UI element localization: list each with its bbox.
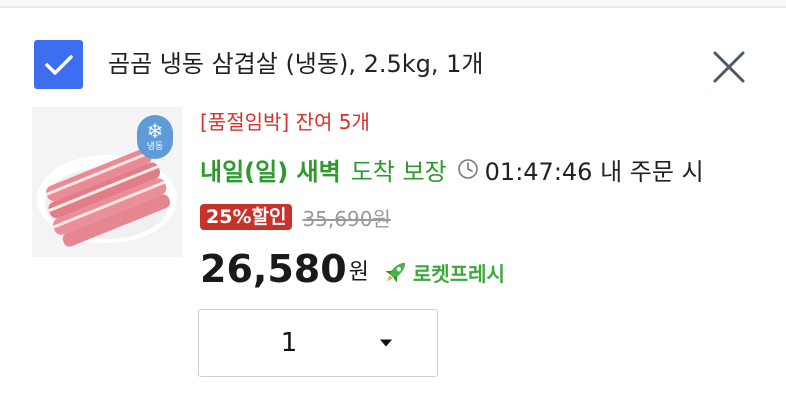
order-cutoff-time: 01:47:46 내 주문 시 xyxy=(484,157,704,186)
caret-down-icon xyxy=(379,339,393,347)
product-thumbnail[interactable]: ❄ 냉동 xyxy=(32,107,182,257)
check-icon xyxy=(44,54,73,75)
rocket-fresh-badge: 로켓프레시 xyxy=(381,252,505,292)
original-price: 35,690원 xyxy=(302,206,391,231)
rocket-fresh-label: 로켓프레시 xyxy=(412,261,505,286)
item-select-checkbox[interactable] xyxy=(34,40,83,89)
discount-row: 25%할인 35,690원 xyxy=(200,202,391,232)
delivery-day: 내일(일) 새벽 xyxy=(200,157,341,186)
snowflake-icon: ❄ xyxy=(146,119,164,143)
rocket-icon xyxy=(381,257,411,287)
product-title[interactable]: 곰곰 냉동 삼겹살 (냉동), 2.5kg, 1개 xyxy=(108,50,484,78)
remove-item-button[interactable] xyxy=(706,44,752,90)
top-divider xyxy=(0,0,786,8)
delivery-guarantee: 도착 보장 xyxy=(350,157,447,186)
quantity-select[interactable]: 1 xyxy=(198,309,438,377)
quantity-value: 1 xyxy=(280,328,298,358)
clock-icon xyxy=(457,158,479,180)
frozen-badge-label: 냉동 xyxy=(146,142,164,152)
close-icon xyxy=(713,51,745,83)
sale-price: 26,580 xyxy=(200,247,347,291)
delivery-info: 내일(일) 새벽 도착 보장 01:47:46 내 주문 시 xyxy=(200,152,704,186)
frozen-badge: ❄ 냉동 xyxy=(137,115,173,159)
discount-badge: 25%할인 xyxy=(200,204,293,230)
currency-unit: 원 xyxy=(348,260,369,285)
price-row: 26,580 원 로켓프레시 xyxy=(200,240,505,292)
stock-notice: [품절임박] 잔여 5개 xyxy=(200,110,370,134)
pork-belly-image xyxy=(37,148,177,247)
